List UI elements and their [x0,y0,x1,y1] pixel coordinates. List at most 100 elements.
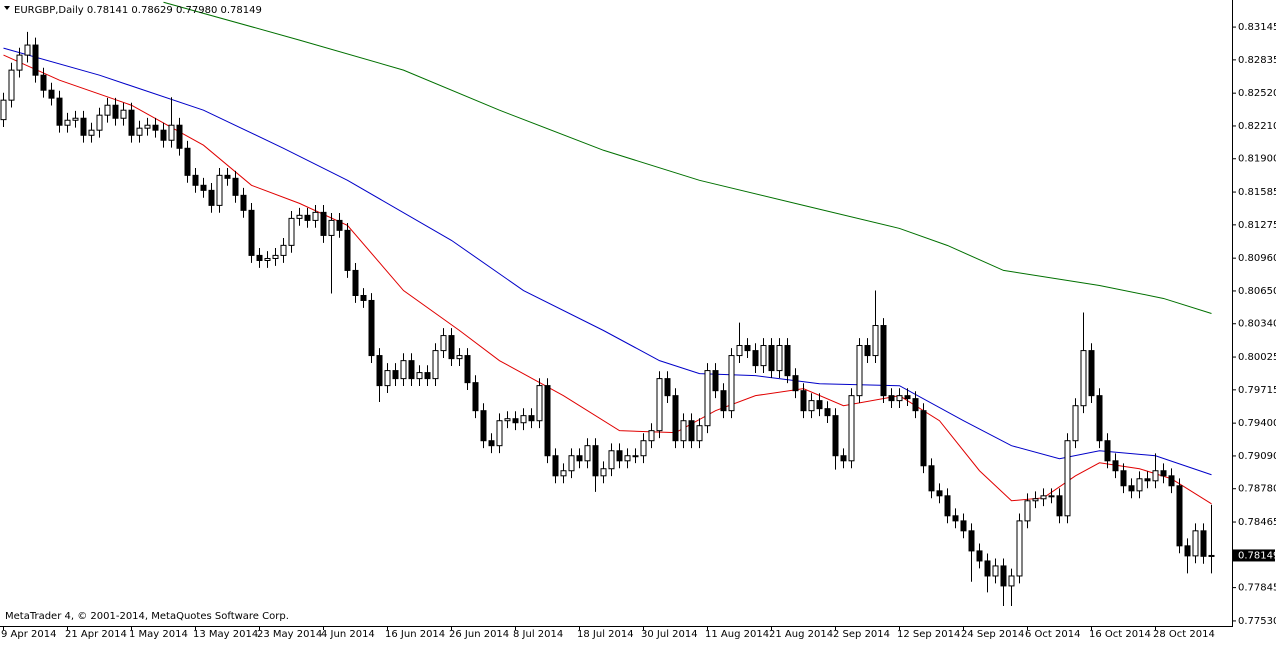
candle-body [320,211,327,236]
candle-body [24,44,31,56]
candle-body [64,119,71,126]
candle-body [504,418,511,422]
candle-body [1048,495,1055,498]
candle-body [752,350,759,367]
candle-body [936,490,943,497]
candle-body [200,184,207,191]
candle-body [768,345,775,372]
candle-body [344,229,351,271]
y-tick-label: 0.82520 [1238,88,1276,99]
chart-title: EURGBP,Daily 0.78141 0.78629 0.77980 0.7… [14,5,262,16]
y-tick-label: 0.81275 [1238,220,1276,231]
y-tick-label: 0.79715 [1238,385,1276,396]
x-tick-label: 6 Oct 2014 [1025,629,1080,640]
candle-body [928,465,935,492]
candle-body [528,415,535,422]
candle-body [808,400,815,412]
x-tick-label: 28 Oct 2014 [1153,629,1215,640]
candle-body [832,415,839,457]
footer: MetaTrader 4, © 2001-2014, MetaQuotes So… [5,611,289,622]
x-tick-label: 8 Jul 2014 [513,629,563,640]
candle-body [544,385,551,457]
candle-body [208,189,215,206]
candle-body [536,385,543,422]
candle-body [496,420,503,447]
candle-body [744,345,751,352]
candle-body [880,325,887,397]
candle-body [912,398,919,412]
candle-body [1040,495,1047,500]
candle-body [856,345,863,397]
candle-body [864,345,871,357]
candle-body [648,430,655,442]
candle-body [1136,478,1143,492]
y-tick-label: 0.82835 [1238,55,1276,66]
candle-body [776,345,783,372]
y-tick-label: 0.78465 [1238,517,1276,528]
candle-body [456,355,463,360]
moving-average [3,47,1212,476]
x-tick-label: 18 Jul 2014 [577,629,634,640]
candle-body [312,211,319,221]
candle-body [448,335,455,360]
candle-body [1024,500,1031,522]
candle-body [760,345,767,367]
candle-body [1032,498,1039,502]
candle-body [360,294,367,301]
candle-body [384,370,391,387]
x-tick-label: 13 May 2014 [193,629,258,640]
candle-body [1008,575,1015,587]
candle-body [816,400,823,410]
last-price-label: 0.78149 [1238,550,1276,561]
candle-body [8,69,15,101]
candle-body [256,254,263,261]
candle-body [464,355,471,384]
candle-body [824,408,831,417]
y-tick-label: 0.78780 [1238,484,1276,495]
candle-body [976,550,983,562]
candle-body [616,450,623,462]
candle-body [352,269,359,296]
plot-area [0,1,1215,607]
candle-body [392,370,399,380]
candle-body [1112,460,1119,472]
candle-body [1208,554,1215,557]
candle-body [888,395,895,402]
x-tick-label: 21 Aug 2014 [769,629,833,640]
candle-body [1192,530,1199,557]
candle-body [1072,405,1079,442]
candle-body [0,99,7,121]
candle-body [848,395,855,462]
y-tick-label: 0.77845 [1238,583,1276,594]
candle-body [96,114,103,131]
candle-body [184,147,191,176]
candle-body [968,530,975,552]
y-tick-label: 0.79400 [1238,418,1276,429]
candle-body [704,370,711,427]
candle-body [176,124,183,149]
candle-body [80,117,87,136]
candle-body [16,54,23,71]
candle-body [128,109,135,136]
candle-body [592,445,599,477]
candle-body [328,219,335,236]
candle-body [720,390,727,412]
candle-body [336,219,343,231]
candle-body [120,109,127,119]
last-price-box [1233,549,1275,562]
candle-body [432,350,439,380]
x-tick-label: 21 Apr 2014 [65,629,127,640]
candle-body [664,378,671,397]
candle-body [600,468,607,477]
y-tick-label: 0.81585 [1238,187,1276,198]
candle-body [640,440,647,457]
candle-body [1184,545,1191,557]
candle-body [520,415,527,424]
y-tick-label: 0.83145 [1238,22,1276,33]
candle-body [480,410,487,442]
candle-body [1176,485,1183,547]
menu-arrow [4,6,10,10]
candle-body [56,97,63,126]
